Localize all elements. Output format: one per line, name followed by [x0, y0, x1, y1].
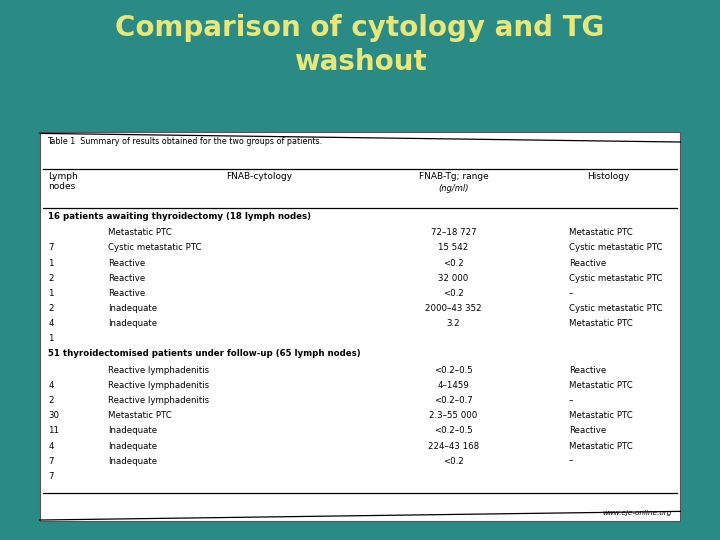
Text: Cystic metastatic PTC: Cystic metastatic PTC: [569, 304, 662, 313]
Text: Reactive: Reactive: [108, 274, 145, 282]
Text: Inadequate: Inadequate: [108, 442, 157, 450]
Text: 4: 4: [48, 381, 54, 390]
Text: 11: 11: [48, 427, 59, 435]
Text: 2000–43 352: 2000–43 352: [426, 304, 482, 313]
Text: 1: 1: [48, 259, 54, 267]
Text: Metastatic PTC: Metastatic PTC: [569, 319, 633, 328]
Text: 4–1459: 4–1459: [438, 381, 469, 390]
Text: Histology: Histology: [588, 172, 629, 181]
Text: –: –: [569, 457, 573, 465]
FancyBboxPatch shape: [40, 132, 680, 521]
Text: Cystic metastatic PTC: Cystic metastatic PTC: [569, 244, 662, 252]
Text: Inadequate: Inadequate: [108, 304, 157, 313]
Text: <0.2: <0.2: [444, 457, 464, 465]
Text: 3.2: 3.2: [447, 319, 460, 328]
Text: 7: 7: [48, 472, 54, 481]
Text: Metastatic PTC: Metastatic PTC: [569, 442, 633, 450]
Text: 2: 2: [48, 274, 54, 282]
Text: 30: 30: [48, 411, 59, 420]
Text: 32 000: 32 000: [438, 274, 469, 282]
Text: <0.2–0.5: <0.2–0.5: [434, 427, 473, 435]
Text: Inadequate: Inadequate: [108, 319, 157, 328]
Text: Reactive lymphadenitis: Reactive lymphadenitis: [108, 396, 209, 405]
Text: Cystic metastatic PTC: Cystic metastatic PTC: [108, 244, 202, 252]
Text: 4: 4: [48, 319, 54, 328]
Text: 2.3–55 000: 2.3–55 000: [429, 411, 478, 420]
Text: FNAB-Tg; range: FNAB-Tg; range: [419, 172, 488, 181]
Text: Metastatic PTC: Metastatic PTC: [108, 228, 172, 237]
Text: www.eje-online.org: www.eje-online.org: [603, 510, 672, 516]
Text: Reactive: Reactive: [569, 366, 606, 375]
Text: 51 thyroidectomised patients under follow-up (65 lymph nodes): 51 thyroidectomised patients under follo…: [48, 349, 361, 358]
Text: 16 patients awaiting thyroidectomy (18 lymph nodes): 16 patients awaiting thyroidectomy (18 l…: [48, 212, 311, 221]
Text: 1: 1: [48, 334, 54, 343]
Text: Lymph
nodes: Lymph nodes: [48, 172, 78, 191]
Text: 2: 2: [48, 396, 54, 405]
Text: Metastatic PTC: Metastatic PTC: [569, 228, 633, 237]
Text: Comparison of cytology and TG
washout: Comparison of cytology and TG washout: [115, 14, 605, 76]
Text: Metastatic PTC: Metastatic PTC: [569, 381, 633, 390]
Text: Metastatic PTC: Metastatic PTC: [569, 411, 633, 420]
Text: 15 542: 15 542: [438, 244, 469, 252]
Text: <0.2: <0.2: [444, 289, 464, 298]
Text: 7: 7: [48, 244, 54, 252]
Text: Reactive: Reactive: [569, 427, 606, 435]
Text: Reactive: Reactive: [108, 289, 145, 298]
Text: FNAB-cytology: FNAB-cytology: [226, 172, 292, 181]
Text: Reactive lymphadenitis: Reactive lymphadenitis: [108, 366, 209, 375]
Text: 7: 7: [48, 457, 54, 465]
Text: Metastatic PTC: Metastatic PTC: [108, 411, 172, 420]
Text: Inadequate: Inadequate: [108, 457, 157, 465]
Text: (ng/ml): (ng/ml): [438, 184, 469, 193]
Text: Reactive: Reactive: [569, 259, 606, 267]
Text: <0.2–0.7: <0.2–0.7: [434, 396, 473, 405]
Text: –: –: [569, 289, 573, 298]
Text: Inadequate: Inadequate: [108, 427, 157, 435]
Text: 4: 4: [48, 442, 54, 450]
Text: –: –: [569, 396, 573, 405]
Text: <0.2–0.5: <0.2–0.5: [434, 366, 473, 375]
Text: <0.2: <0.2: [444, 259, 464, 267]
Text: Reactive lymphadenitis: Reactive lymphadenitis: [108, 381, 209, 390]
Text: Table 1  Summary of results obtained for the two groups of patients.: Table 1 Summary of results obtained for …: [47, 137, 322, 146]
Text: 2: 2: [48, 304, 54, 313]
Text: 1: 1: [48, 289, 54, 298]
Text: 72–18 727: 72–18 727: [431, 228, 477, 237]
Text: 224–43 168: 224–43 168: [428, 442, 480, 450]
Text: Cystic metastatic PTC: Cystic metastatic PTC: [569, 274, 662, 282]
Text: Reactive: Reactive: [108, 259, 145, 267]
